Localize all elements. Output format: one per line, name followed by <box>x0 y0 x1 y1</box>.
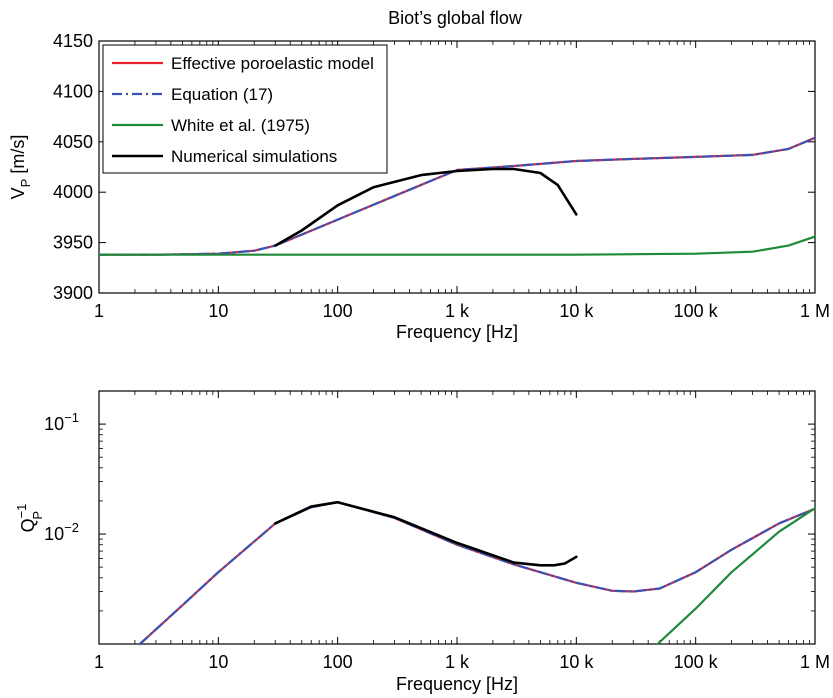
top-xlabel: Frequency [Hz] <box>396 322 518 342</box>
bottom-xtick-label: 10 <box>208 652 228 672</box>
top-series <box>97 136 817 256</box>
top-xtick-label: 10 <box>208 301 228 321</box>
bottom-series-effective-poroelastic-model <box>138 501 817 646</box>
top-xtick-label: 1 k <box>445 301 470 321</box>
top-ytick-label: 4150 <box>53 31 93 51</box>
top-ylabel: VP [m/s] <box>8 135 33 200</box>
legend-items: Effective poroelastic model Equation (17)… <box>112 54 374 166</box>
bottom-plot: 1 10 100 1 k 10 k 100 k 1 M 10−1 10−2 Frequency … <box>14 390 830 694</box>
top-xtick-label: 1 <box>94 301 104 321</box>
top-xtick-label: 10 k <box>559 301 594 321</box>
top-ytick-label: 3900 <box>53 283 93 303</box>
bottom-xtick-label: 100 k <box>674 652 719 672</box>
bottom-ytick-label: 10−1 <box>44 410 79 434</box>
bottom-xtick-label: 1 <box>94 652 104 672</box>
top-ytick-label: 4050 <box>53 132 93 152</box>
legend: Effective poroelastic model Equation (17)… <box>102 44 388 174</box>
bottom-ylabel: Q−1P <box>14 504 45 533</box>
top-series-numerical-simulations <box>273 167 578 247</box>
bottom-xtick-label: 1 M <box>800 652 830 672</box>
bottom-ticks: 1 10 100 1 k 10 k 100 k 1 M 10−1 10−2 <box>44 390 830 672</box>
top-xtick-label: 1 M <box>800 301 830 321</box>
bottom-series-white-et-al-1975 <box>656 507 817 646</box>
top-ytick-label: 4100 <box>53 81 93 101</box>
legend-box <box>102 44 388 174</box>
top-plot: 1 10 100 1 k 10 k 100 k 1 M 3900 3950 4000 4050 410… <box>8 31 830 342</box>
bottom-xtick-label: 1 k <box>445 652 470 672</box>
bottom-ytick-label: 10−2 <box>44 520 79 544</box>
bottom-xtick-label: 100 <box>323 652 353 672</box>
chart-title: Biot’s global flow <box>388 8 523 28</box>
top-ytick-label: 4000 <box>53 182 93 202</box>
bottom-series-equation-17 <box>138 501 817 646</box>
legend-label-1: Equation (17) <box>171 85 273 104</box>
top-ticks: 1 10 100 1 k 10 k 100 k 1 M 3900 3950 4000 4050 410… <box>53 31 830 321</box>
legend-label-2: White et al. (1975) <box>171 116 310 135</box>
bottom-xlabel: Frequency [Hz] <box>396 674 518 694</box>
top-xtick-label: 100 <box>323 301 353 321</box>
bottom-plot-frame <box>98 390 816 645</box>
top-ytick-label: 3950 <box>53 233 93 253</box>
legend-label-0: Effective poroelastic model <box>171 54 374 73</box>
top-xtick-label: 100 k <box>674 301 719 321</box>
top-series-white-et-al-1975 <box>97 235 817 256</box>
bottom-series-numerical-simulations <box>273 500 578 567</box>
bottom-series <box>138 500 817 646</box>
bottom-xtick-label: 10 k <box>559 652 594 672</box>
legend-label-3: Numerical simulations <box>171 147 337 166</box>
